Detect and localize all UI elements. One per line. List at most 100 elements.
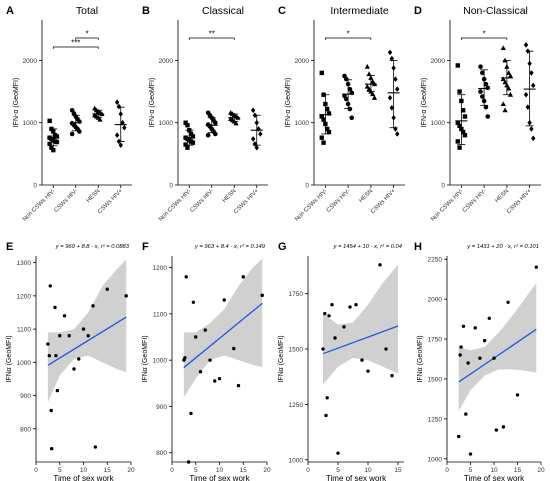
data-point: [189, 411, 193, 416]
x-axis-label: Time of sex work: [53, 474, 114, 481]
data-point: [457, 145, 462, 150]
data-point: [360, 358, 364, 362]
x-tick-label: HESN: [358, 188, 374, 204]
panel-letter: F: [142, 241, 149, 253]
data-point: [205, 132, 211, 138]
data-point: [485, 114, 491, 119]
regression-equation: y = 963 + 8.4 · x, r² = 0.149: [194, 244, 266, 250]
data-point: [506, 70, 512, 75]
data-point: [188, 131, 194, 137]
data-point: [464, 412, 468, 416]
significance-bracket: [75, 37, 99, 40]
data-point: [77, 129, 82, 134]
regression-line: [183, 302, 263, 369]
dotplot-panel-c: C Intermediate 0 1000 2000 IFN-α (GeoMFI) Non …: [278, 5, 405, 223]
panel-letter: C: [278, 5, 286, 17]
data-point: [457, 89, 462, 94]
data-point: [371, 95, 378, 100]
data-point: [69, 131, 75, 137]
y-tick-label: 1250: [289, 402, 304, 409]
data-point: [395, 86, 400, 92]
regression-equation: y = 1454 + 10 · x, r² = 0.04: [333, 244, 402, 250]
data-point: [122, 124, 127, 131]
panel-title: Total: [76, 5, 98, 17]
x-tick-label: 0: [34, 467, 38, 474]
y-axis-label: IFNα (GeoMFI): [6, 335, 13, 382]
data-point: [389, 104, 395, 111]
y-tick-label: 1100: [153, 311, 167, 318]
series-group: [69, 107, 82, 137]
data-point: [324, 413, 328, 418]
data-point: [198, 370, 203, 374]
x-tick-label: HESN: [494, 188, 510, 204]
significance-label: ***: [71, 39, 80, 48]
data-point: [254, 144, 259, 151]
y-tick-label: 1000: [428, 456, 443, 463]
data-point: [455, 120, 460, 125]
data-point: [480, 70, 485, 76]
data-point: [336, 451, 340, 455]
y-tick-label: 1300: [17, 260, 32, 267]
data-point: [455, 139, 460, 144]
data-point: [184, 275, 188, 279]
data-point: [186, 460, 191, 464]
data-point: [183, 142, 188, 147]
data-point: [529, 70, 534, 76]
panel-letter: B: [142, 5, 150, 17]
y-tick-label: 1200: [17, 293, 32, 300]
data-point: [349, 115, 355, 121]
data-point: [232, 346, 236, 351]
data-point: [47, 118, 52, 124]
data-point: [194, 335, 198, 339]
data-point: [461, 324, 466, 328]
data-point: [49, 447, 54, 451]
x-tick-label: Non CSWs HIV-: [22, 188, 57, 223]
y-tick-label: 1000: [289, 457, 304, 464]
y-tick-label: 2250: [428, 257, 443, 264]
y-axis-label: IFN-α (GeoMFI): [149, 78, 156, 128]
x-tick-label: 20: [263, 467, 271, 474]
x-tick-label: 5: [336, 467, 340, 474]
data-point: [500, 45, 506, 51]
y-tick-label: 1200: [153, 265, 168, 272]
data-point: [348, 305, 352, 309]
y-tick-label: 2000: [428, 297, 443, 304]
regression-equation: y = 1431 + 20 · x, r² = 0.101: [466, 244, 539, 250]
data-point: [324, 106, 330, 112]
y-tick-label: 0: [441, 183, 445, 190]
data-point: [506, 300, 510, 305]
data-point: [330, 303, 334, 307]
x-tick-label: 15: [514, 467, 522, 474]
confidence-band: [458, 283, 537, 411]
regression-equation: y = 969 + 8.8 · x, r² = 0.0883: [55, 244, 130, 250]
data-point: [97, 116, 103, 122]
x-tick-label: 15: [394, 467, 402, 474]
data-point: [387, 95, 393, 101]
data-point: [507, 73, 514, 79]
data-point: [325, 396, 329, 400]
data-point: [457, 434, 461, 439]
series-group: [47, 118, 60, 153]
x-tick-label: HESN: [222, 188, 238, 204]
regression-panel-h: H 1000 1250 1500 1750 2000 2250 0 5 10 15 20 y = 143…: [414, 241, 545, 481]
data-point: [366, 71, 372, 77]
data-point: [466, 361, 470, 365]
data-point: [344, 76, 349, 82]
series-group: [250, 107, 263, 151]
x-tick-label: 5: [58, 467, 62, 474]
data-point: [105, 287, 109, 291]
y-axis-label: IFNα (GeoMFI): [278, 335, 285, 382]
regression-line: [458, 328, 537, 383]
data-point: [321, 347, 325, 351]
panel-letter: E: [6, 241, 13, 253]
data-point: [326, 129, 332, 135]
x-tick-label: Non CSWs HIV-: [294, 188, 329, 223]
data-point: [86, 334, 90, 338]
series-group: [92, 105, 105, 122]
x-tick-label: 20: [127, 467, 135, 474]
data-point: [241, 275, 245, 279]
data-point: [500, 76, 506, 82]
significance-bracket: [461, 37, 508, 40]
y-tick-label: 1000: [23, 120, 38, 127]
x-tick-label: CSWs HIV+: [97, 188, 124, 215]
